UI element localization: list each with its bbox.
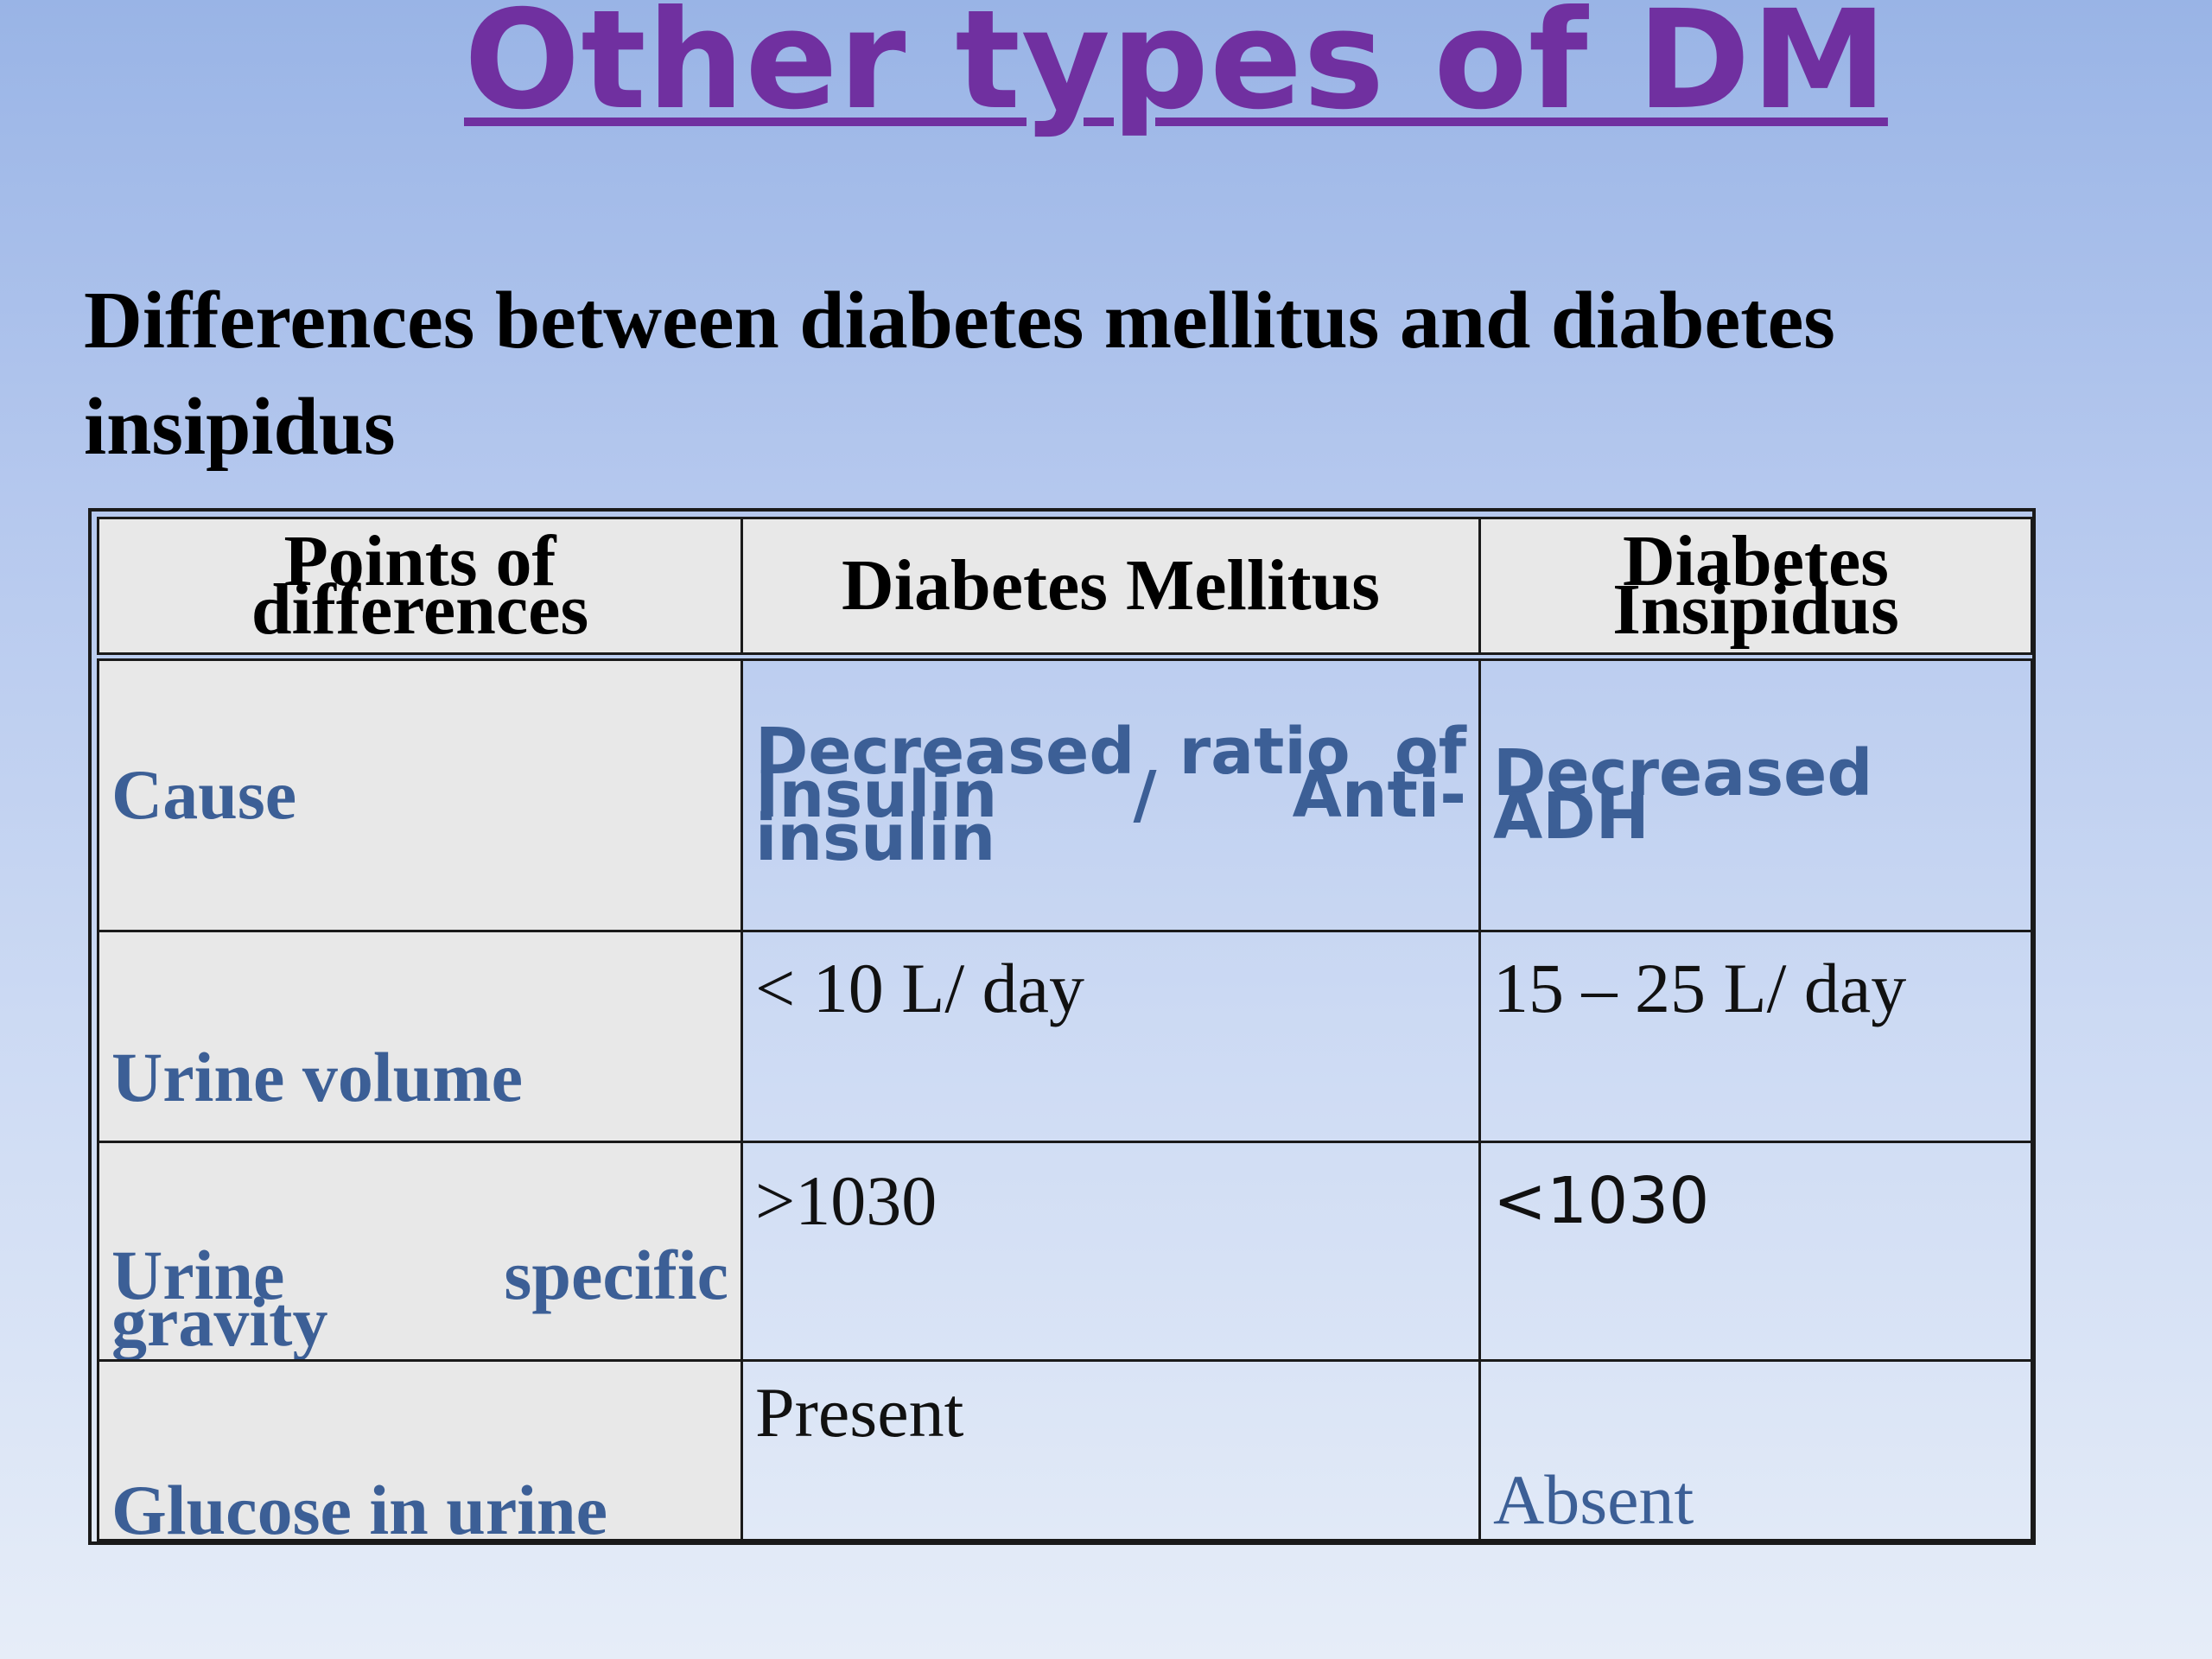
cell-dm-glucose: Present [741, 1359, 1481, 1541]
table-row: Glucose in urine Present Absent [97, 1359, 2033, 1541]
table-frame [88, 508, 2036, 1545]
comparison-table: Points of differences Diabetes Mellitus … [97, 517, 2033, 1541]
slide-title: Other types of DM [464, 0, 1888, 140]
row-label-urine-specific-gravity: Urine specific gravity [97, 1141, 743, 1362]
row-label-urine-volume: Urine volume [97, 930, 743, 1143]
header-diabetes-insipidus: Diabetes Insipidus [1478, 517, 2033, 658]
table-row: Urine volume < 10 L/ day 15 – 25 L/ day [97, 930, 2033, 1143]
header-diabetes-mellitus: Diabetes Mellitus [741, 517, 1481, 658]
cell-di-glucose: Absent [1478, 1359, 2033, 1541]
cell-di-cause: Decreased ADH [1478, 655, 2033, 932]
cell-di-urine-volume: 15 – 25 L/ day [1478, 930, 2033, 1143]
cell-di-specific-gravity: <1030 [1478, 1141, 2033, 1362]
cell-dm-cause: Decreased ratio of Insulin / Anti-insuli… [741, 655, 1481, 932]
slide-subtitle: Differences between diabetes mellitus an… [84, 276, 1835, 472]
table-row: Cause Decreased ratio of Insulin / Anti-… [97, 655, 2033, 932]
cell-dm-specific-gravity: >1030 [741, 1141, 1481, 1362]
row-label-glucose-in-urine: Glucose in urine [97, 1359, 743, 1541]
table-row: Urine specific gravity >1030 <1030 [97, 1141, 2033, 1362]
header-points-of-differences: Points of differences [97, 517, 743, 658]
table-header-row: Points of differences Diabetes Mellitus … [97, 517, 2033, 658]
cell-dm-urine-volume: < 10 L/ day [741, 930, 1481, 1143]
row-label-cause: Cause [97, 655, 743, 932]
